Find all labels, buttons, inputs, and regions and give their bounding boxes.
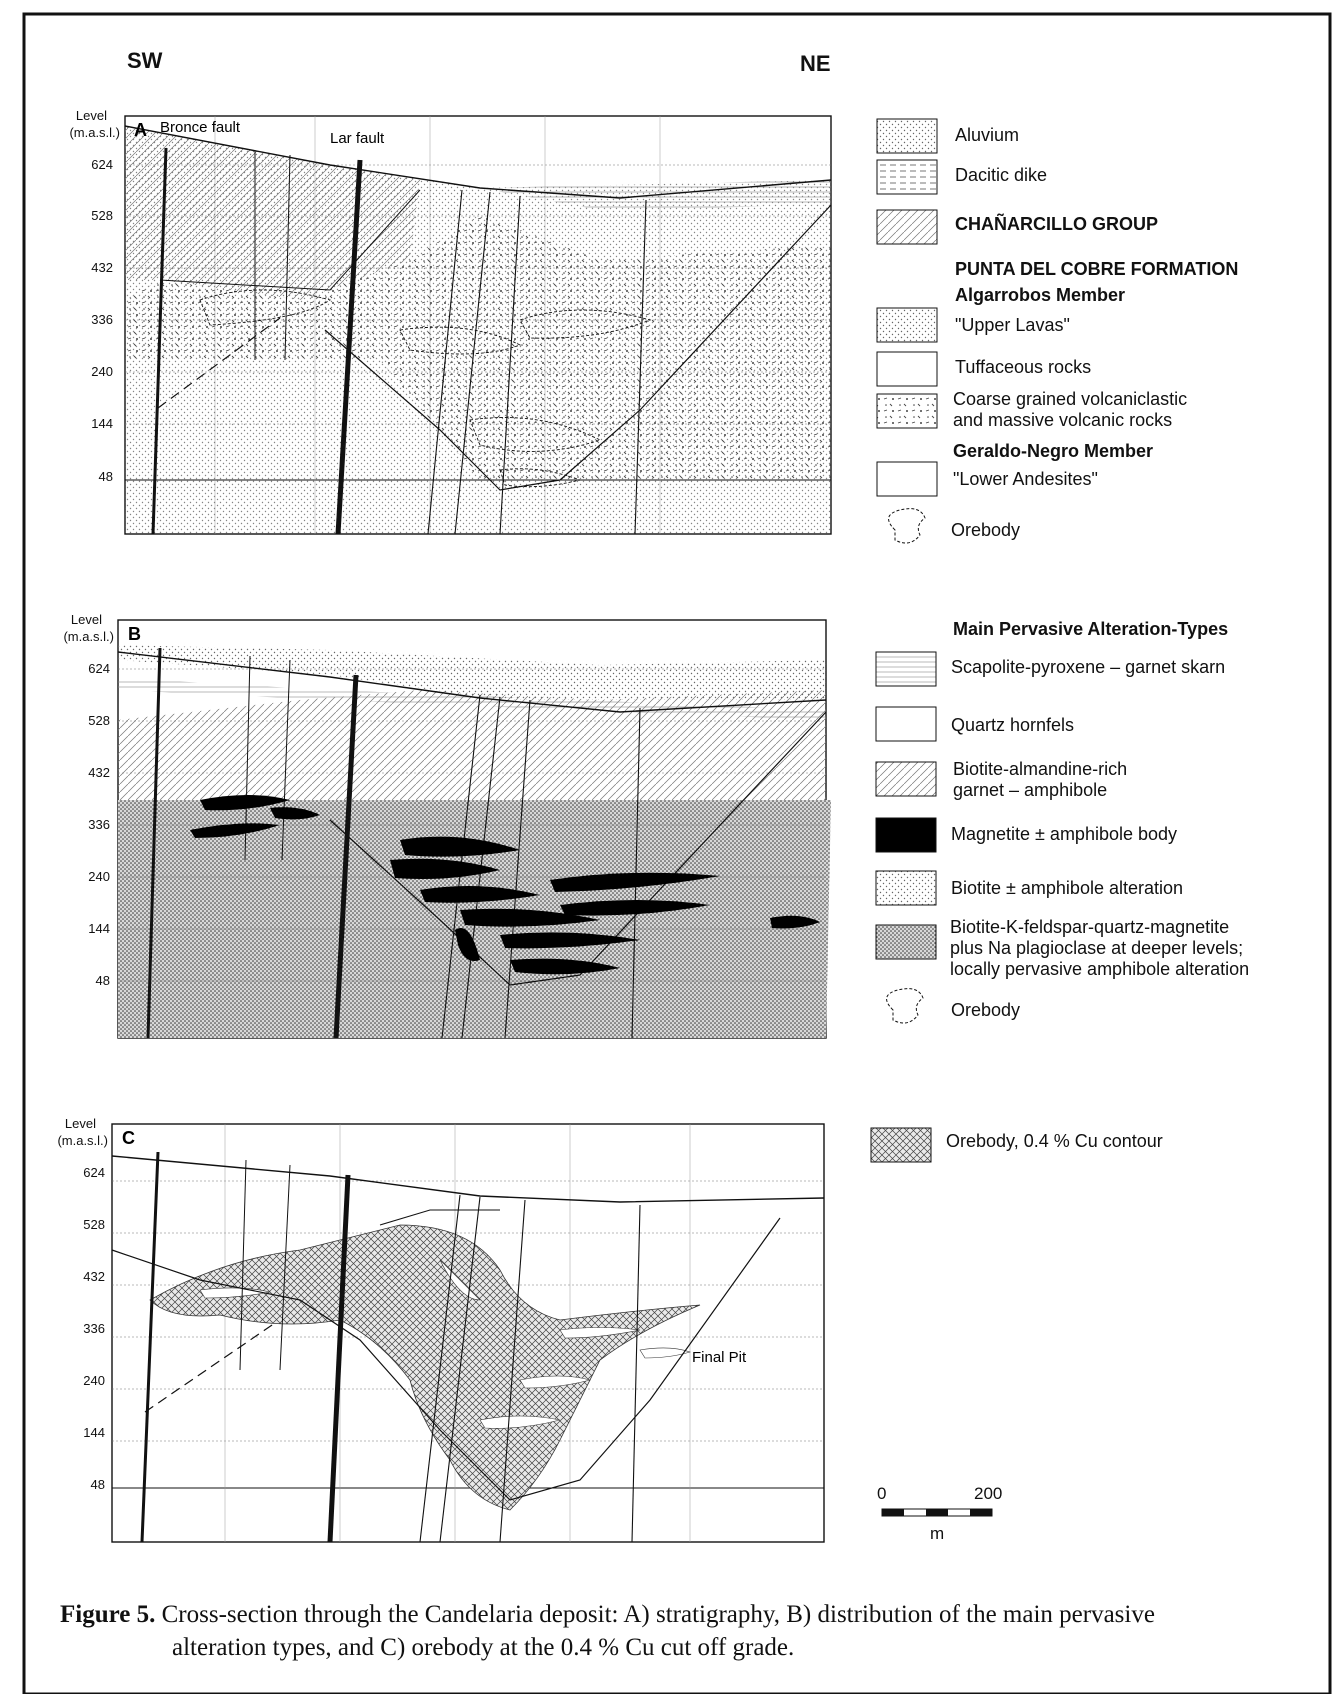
page-border xyxy=(22,12,1332,1694)
ne-direction-label: NE xyxy=(800,51,831,76)
level-tick: 624 xyxy=(83,1165,105,1180)
scale-end: 200 xyxy=(974,1484,1003,1503)
scale-unit: m xyxy=(930,1524,945,1543)
panel-c-letter: C xyxy=(122,1128,135,1148)
scale-start: 0 xyxy=(877,1484,887,1503)
panel-a-letter: A xyxy=(134,120,147,140)
legend-coarse-line1: Coarse grained volcaniclastic xyxy=(953,389,1188,409)
level-tick: 432 xyxy=(88,765,110,780)
legend-biotite-amph: Biotite ± amphibole alteration xyxy=(951,878,1184,898)
level-tick: 336 xyxy=(88,817,110,832)
level-unit-c: (m.a.s.l.) xyxy=(57,1133,108,1148)
level-unit-b: (m.a.s.l.) xyxy=(63,629,114,644)
legend-biotite-alm-line1: Biotite-almandine-rich xyxy=(953,759,1128,779)
lar-fault-label: Lar fault xyxy=(330,130,385,147)
level-tick: 432 xyxy=(83,1269,105,1284)
sw-direction-label: SW xyxy=(127,48,163,73)
scale-bar xyxy=(881,1508,993,1517)
legend-tuffaceous: Tuffaceous rocks xyxy=(955,357,1092,377)
legend-biotite-k-line2: plus Na plagioclase at deeper levels; xyxy=(950,938,1244,958)
level-tick: 528 xyxy=(88,713,110,728)
bronce-fault-label: Bronce fault xyxy=(160,119,241,136)
level-tick: 240 xyxy=(88,869,110,884)
legend-coarse-line2: and massive volcanic rocks xyxy=(953,410,1173,430)
figure-caption: Figure 5. Cross-section through the Cand… xyxy=(60,1598,1280,1664)
level-tick: 624 xyxy=(88,661,110,676)
level-tick: 144 xyxy=(88,921,110,936)
legend-orebody-a: Orebody xyxy=(951,520,1021,540)
legend-biotite-alm-line2: garnet – amphibole xyxy=(953,780,1108,800)
final-pit-label: Final Pit xyxy=(692,1349,747,1366)
level-tick: 624 xyxy=(91,157,113,172)
legend-dacitic-dike: Dacitic dike xyxy=(955,165,1048,185)
level-header-c: Level xyxy=(64,1116,96,1131)
panel-b-letter: B xyxy=(128,624,141,644)
legend-orebody-cu: Orebody, 0.4 % Cu contour xyxy=(946,1131,1163,1151)
caption-line1: Cross-section through the Candelaria dep… xyxy=(161,1601,1155,1628)
panel-b: B xyxy=(117,619,831,1039)
legend-upper-lavas: "Upper Lavas" xyxy=(955,315,1070,335)
level-tick: 528 xyxy=(83,1217,105,1232)
level-tick: 144 xyxy=(91,416,113,431)
panel-a: A Bronce fault Lar fault xyxy=(124,115,832,535)
legend-quartz-hornfels: Quartz hornfels xyxy=(951,715,1075,735)
level-tick: 144 xyxy=(83,1425,105,1440)
level-tick: 432 xyxy=(91,260,113,275)
level-header-a: Level xyxy=(75,108,107,123)
level-tick: 48 xyxy=(90,1477,105,1492)
level-tick: 48 xyxy=(95,973,110,988)
level-tick: 240 xyxy=(91,364,113,379)
caption-label: Figure 5. xyxy=(60,1601,156,1628)
level-tick: 240 xyxy=(83,1373,105,1388)
legend-geraldo-negro: Geraldo-Negro Member xyxy=(953,441,1154,461)
legend-aluvium: Aluvium xyxy=(955,125,1020,145)
legend-swatches xyxy=(870,118,938,1163)
legend-orebody-b: Orebody xyxy=(951,1000,1021,1020)
caption-line2: alteration types, and C) orebody at the … xyxy=(172,1634,795,1661)
legend-magnetite: Magnetite ± amphibole body xyxy=(951,824,1178,844)
legend-biotite-k-line3: locally pervasive amphibole alteration xyxy=(950,959,1250,979)
panel-c: C Final Pit xyxy=(111,1123,825,1543)
legend-biotite-k-line1: Biotite-K-feldspar-quartz-magnetite xyxy=(950,917,1230,937)
level-tick: 336 xyxy=(83,1321,105,1336)
legend-punta-del-cobre: PUNTA DEL COBRE FORMATION xyxy=(955,259,1239,279)
legend-algarrobos-member: Algarrobos Member xyxy=(955,285,1126,305)
level-tick: 48 xyxy=(98,469,113,484)
level-header-b: Level xyxy=(70,612,102,627)
level-tick: 528 xyxy=(91,208,113,223)
legend-b-heading: Main Pervasive Alteration-Types xyxy=(953,619,1229,639)
legend-lower-andesites: "Lower Andesites" xyxy=(953,469,1098,489)
legend-scapolite: Scapolite-pyroxene – garnet skarn xyxy=(951,657,1226,677)
level-tick: 336 xyxy=(91,312,113,327)
level-unit-a: (m.a.s.l.) xyxy=(69,125,120,140)
legend-chanarcillo-group: CHAÑARCILLO GROUP xyxy=(955,214,1158,234)
